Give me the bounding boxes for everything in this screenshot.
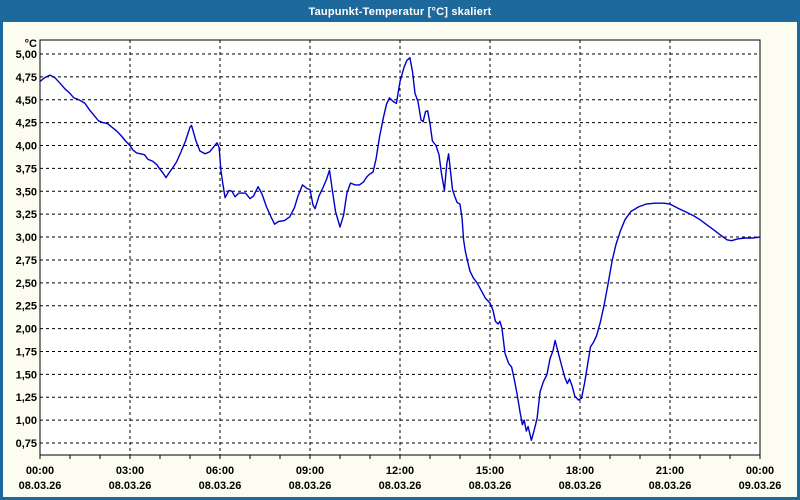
chart-area: 5,00 4,75 4,50 4,25 4,00 3,75 3,50 3,25 3,00 2,75… xyxy=(3,22,797,497)
y-tick-label: 4,00 xyxy=(16,141,37,153)
x-tick-date-label: 08.03.26 xyxy=(19,480,62,492)
x-tick-date-label: 08.03.26 xyxy=(199,480,242,492)
y-tick-label: 2,75 xyxy=(16,255,37,267)
y-tick-label: 4,25 xyxy=(16,118,37,130)
x-tick-time-label: 15:00 xyxy=(476,465,504,477)
data-line-Taupunkt-Temperatur xyxy=(39,57,761,441)
x-tick-time-label: 03:00 xyxy=(116,465,144,477)
x-tick-time-label: 21:00 xyxy=(656,465,684,477)
x-tick-time-label: 00:00 xyxy=(746,465,774,477)
y-tick-label: 3,50 xyxy=(16,186,37,198)
x-tick-date-label: 09.03.26 xyxy=(739,480,782,492)
title-bar: Taupunkt-Temperatur [°C] skaliert xyxy=(3,3,797,22)
x-tick-time-label: 06:00 xyxy=(206,465,234,477)
dewpoint-line-chart: 5,00 4,75 4,50 4,25 4,00 3,75 3,50 3,25 3,00 2,75… xyxy=(16,38,782,492)
x-tick-date-label: 08.03.26 xyxy=(289,480,332,492)
chart-title: Taupunkt-Temperatur [°C] skaliert xyxy=(308,6,492,18)
y-tick-label: 4,50 xyxy=(16,95,37,107)
y-tick-label: 1,75 xyxy=(16,346,37,358)
y-tick-label: 0,75 xyxy=(16,438,37,450)
plot-area xyxy=(39,39,761,456)
y-tick-label: 3,00 xyxy=(16,232,37,244)
y-tick-label: 2,50 xyxy=(16,278,37,290)
y-tick-label: 1,50 xyxy=(16,369,37,381)
x-tick-time-label: 12:00 xyxy=(386,465,414,477)
y-tick-label: 5,00 xyxy=(16,49,37,61)
x-tick-time-label: 00:00 xyxy=(26,465,54,477)
y-tick-label: 3,25 xyxy=(16,209,37,221)
y-tick-label: 2,00 xyxy=(16,324,37,336)
y-tick-label: 2,25 xyxy=(16,301,37,313)
x-tick-date-label: 08.03.26 xyxy=(649,480,692,492)
x-tick-time-label: 09:00 xyxy=(296,465,324,477)
y-axis-unit-label: °C xyxy=(25,38,37,50)
x-tick-date-label: 08.03.26 xyxy=(559,480,602,492)
x-tick-date-label: 08.03.26 xyxy=(109,480,152,492)
x-tick-time-label: 18:00 xyxy=(566,465,594,477)
y-tick-label: 1,25 xyxy=(16,392,37,404)
y-tick-label: 3,75 xyxy=(16,163,37,175)
x-tick-date-label: 08.03.26 xyxy=(379,480,422,492)
y-tick-label: 1,00 xyxy=(16,415,37,427)
x-tick-date-label: 08.03.26 xyxy=(469,480,512,492)
y-tick-label: 4,75 xyxy=(16,72,37,84)
